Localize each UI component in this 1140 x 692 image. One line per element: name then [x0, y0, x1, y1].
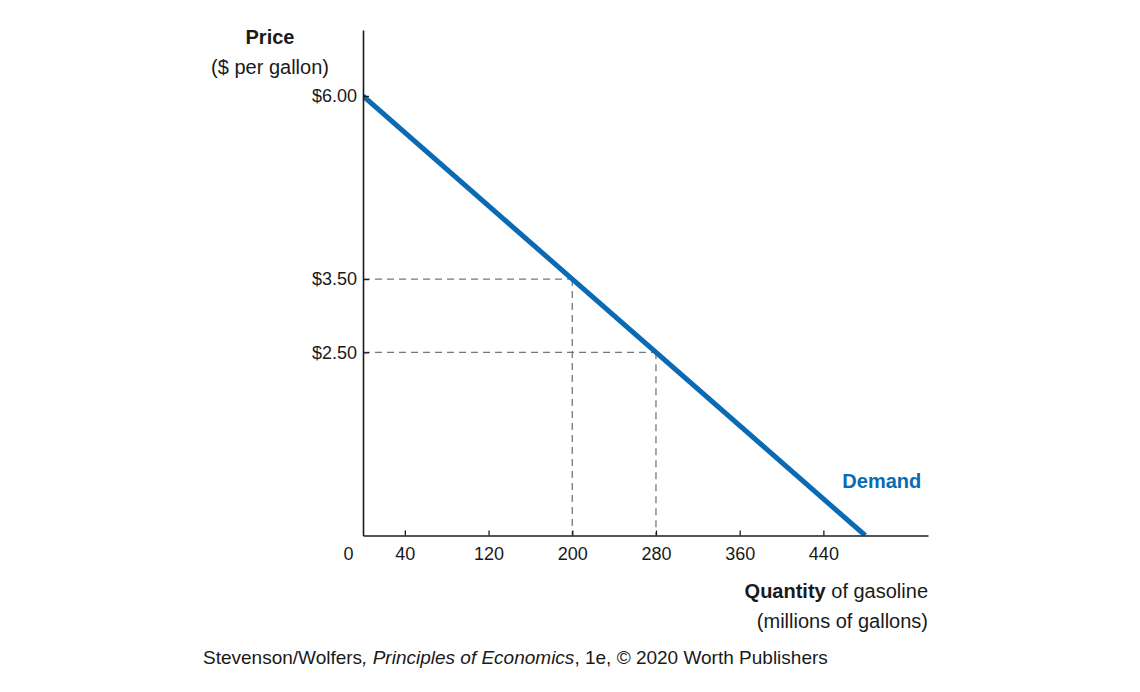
x-tick-mark	[488, 531, 489, 536]
reference-line-horizontal	[363, 278, 572, 279]
y-tick-label: $2.50	[312, 343, 357, 363]
plot-area	[363, 96, 865, 536]
y-tick: $6.00	[312, 86, 369, 106]
y-axis-title: Price($ per gallon)	[211, 26, 329, 78]
x-tick-mark	[656, 531, 657, 536]
axis-line	[364, 535, 929, 537]
y-tick: $2.50	[312, 343, 369, 363]
x-tick: 0	[343, 531, 363, 565]
x-tick-mark	[405, 531, 406, 536]
x-tick-label: 120	[474, 544, 504, 564]
x-tick-mark	[572, 531, 573, 536]
x-tick-mark	[740, 531, 741, 536]
demand-line	[363, 96, 865, 536]
y-tick-label: $3.50	[312, 269, 357, 289]
x-tick: 280	[641, 531, 671, 565]
chart: 0 40 120 200 280 360 440 $2.50 $3.50 $6.00 Demand P…	[0, 0, 1140, 692]
x-tick-label: 280	[641, 544, 671, 564]
x-tick: 120	[474, 531, 504, 565]
x-tick-label: 0	[343, 544, 353, 564]
reference-line-vertical	[572, 279, 573, 535]
series-label: Demand	[842, 470, 921, 492]
y-tick-label: $6.00	[312, 86, 357, 106]
y-tick-mark	[363, 352, 369, 353]
y-tick: $3.50	[312, 269, 369, 289]
axis-line	[363, 31, 365, 537]
x-tick: 200	[558, 531, 588, 565]
x-tick-label: 40	[395, 544, 415, 564]
source-credit: Stevenson/Wolfers, Principles of Economi…	[203, 647, 828, 668]
y-tick-mark	[363, 96, 369, 97]
x-tick: 40	[395, 531, 415, 565]
x-tick-label: 440	[809, 544, 839, 564]
y-axis: $2.50 $3.50 $6.00	[312, 31, 369, 537]
x-axis: 0 40 120 200 280 360 440	[343, 531, 928, 565]
x-axis-title: Quantity of gasoline(millions of gallons…	[745, 580, 928, 632]
reference-line-vertical	[655, 352, 656, 535]
x-tick-label: 200	[558, 544, 588, 564]
x-tick: 440	[809, 531, 839, 565]
x-tick-label: 360	[725, 544, 755, 564]
x-tick: 360	[725, 531, 755, 565]
y-tick-mark	[363, 279, 369, 280]
reference-line-horizontal	[363, 352, 656, 353]
x-tick-mark	[823, 531, 824, 536]
